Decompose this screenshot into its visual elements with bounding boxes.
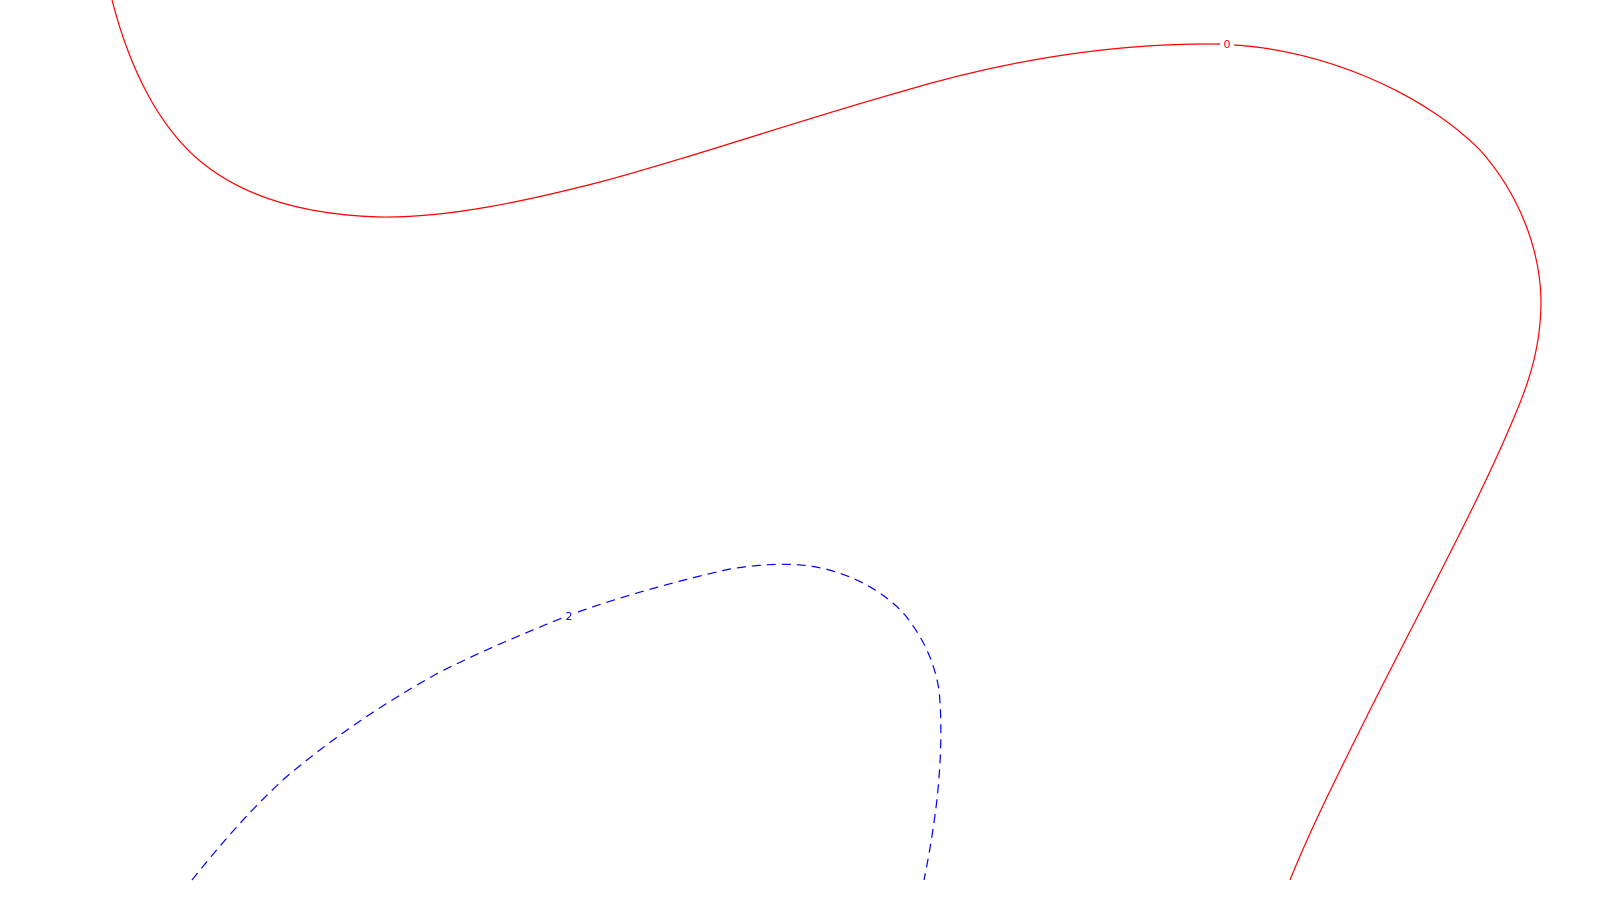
contour-line-level-0-right xyxy=(1233,44,1542,881)
contour-label-level-0: 0 xyxy=(1224,38,1231,51)
contour-line-level-2-right xyxy=(577,563,942,881)
contour-line-level-0 xyxy=(111,0,1220,218)
contour-line-level-2 xyxy=(191,617,563,881)
contour-label-level-2: 2 xyxy=(566,610,573,623)
